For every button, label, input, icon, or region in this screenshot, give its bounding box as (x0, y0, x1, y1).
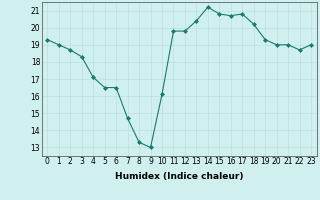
X-axis label: Humidex (Indice chaleur): Humidex (Indice chaleur) (115, 172, 244, 181)
